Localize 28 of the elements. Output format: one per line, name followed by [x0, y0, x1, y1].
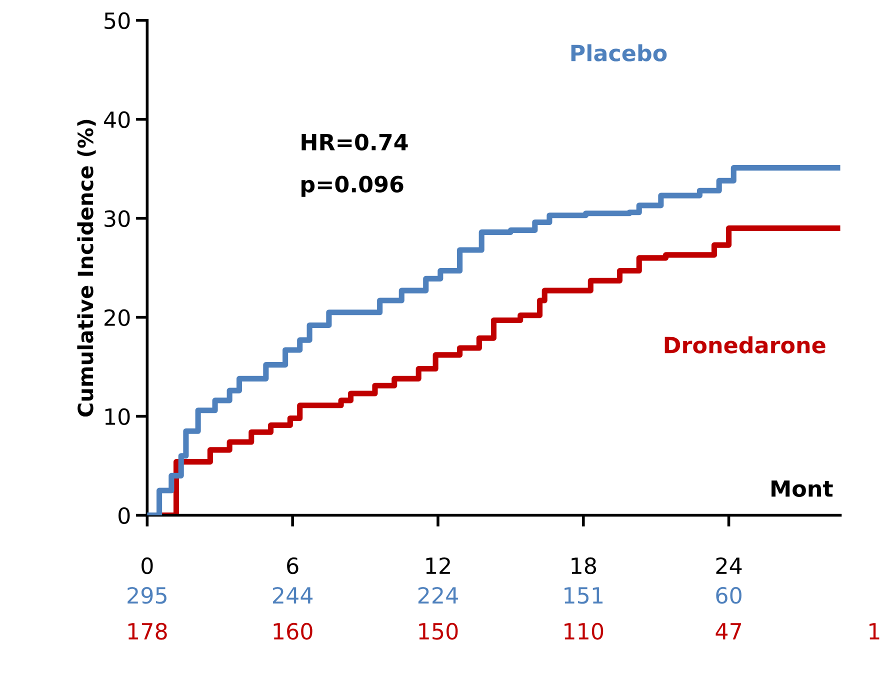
- x-axis-title: Mont: [772, 480, 833, 497]
- annotation: p=0.096: [302, 176, 404, 197]
- y-tick-label: 20: [104, 309, 130, 326]
- text: 178: [128, 622, 167, 640]
- text: 244: [273, 586, 313, 604]
- y-tick-label: 30: [104, 210, 130, 228]
- text: 150: [419, 622, 458, 640]
- y-tick-label: 50: [104, 12, 130, 30]
- x-tick-label: 0: [142, 557, 153, 574]
- y-tick-label: 0: [118, 507, 130, 524]
- x-tick-label: 18: [572, 557, 596, 574]
- text: 1: [870, 623, 880, 640]
- annotation: HR=0.74: [302, 134, 408, 151]
- y-tick-label: 10: [105, 408, 130, 426]
- text: 47: [716, 623, 742, 640]
- text: 110: [564, 622, 604, 640]
- x-tick-label: 12: [426, 557, 450, 574]
- text: 151: [564, 587, 603, 604]
- x-tick-label: 24: [716, 557, 742, 574]
- text: Placebo: [571, 44, 667, 62]
- y-axis-title: Cumulative Incidence (%): [77, 120, 96, 417]
- text: 224: [418, 586, 458, 604]
- x-tick-label: 6: [287, 557, 298, 574]
- text: Dronedarone: [664, 336, 826, 354]
- text: 160: [274, 622, 312, 640]
- y-tick-label: 40: [104, 111, 130, 128]
- text: 60: [716, 586, 742, 604]
- text: 295: [128, 586, 166, 604]
